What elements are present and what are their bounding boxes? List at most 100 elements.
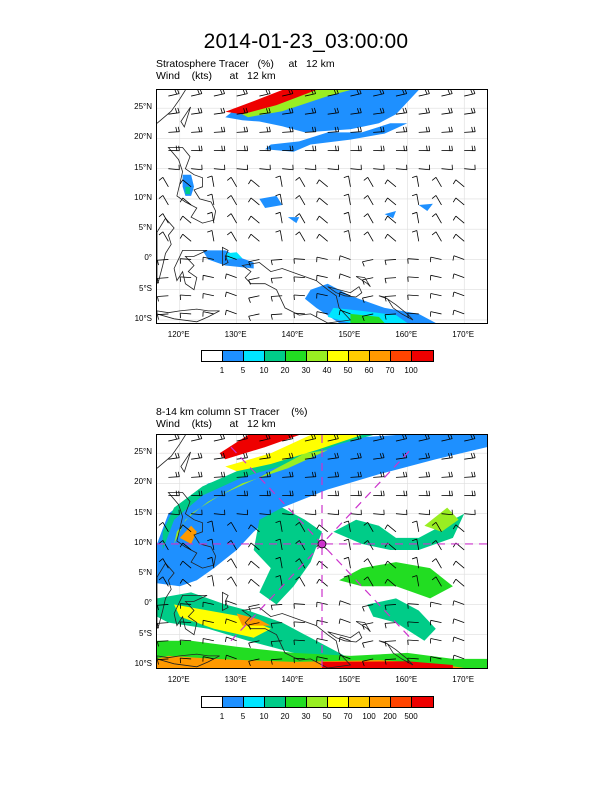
wind-barb-flag: [270, 314, 273, 320]
colorbar-swatch: [306, 696, 329, 708]
wind-barb-staff: [464, 438, 476, 442]
coastline: [173, 250, 208, 291]
wind-barb-flag: [384, 314, 387, 320]
wind-barb-staff: [157, 313, 169, 316]
wind-barb-staff: [464, 112, 476, 115]
wind-barb-flag: [471, 490, 474, 496]
wind-barb-staff: [236, 513, 248, 516]
wind-barb-flag: [207, 211, 213, 215]
wind-barb-staff: [435, 195, 442, 206]
wind-barb-flag: [313, 452, 317, 458]
wind-barb-staff: [387, 524, 397, 533]
wind-barb: [282, 164, 294, 171]
wind-barb: [373, 435, 385, 442]
wind-barb-staff: [213, 168, 225, 171]
tracer-region: [418, 203, 433, 211]
wind-barb-flag: [431, 231, 437, 236]
wind-barb-flag: [452, 273, 455, 279]
wind-barb-staff: [203, 656, 214, 660]
wind-barb: [158, 213, 169, 224]
colorbar-swatch: [264, 696, 287, 708]
wind-barb: [407, 258, 419, 264]
wind-barb-flag: [177, 107, 180, 113]
wind-barb: [282, 471, 294, 478]
wind-barb-flag: [363, 540, 368, 544]
wind-barb: [452, 197, 465, 206]
colorbar-label: 40: [322, 366, 332, 375]
wind-barb-staff: [293, 639, 305, 642]
tracer-region: [367, 598, 436, 641]
wind-barb-staff: [319, 179, 328, 188]
wind-barb-flag: [359, 452, 362, 458]
colorbar-swatch: [306, 350, 329, 362]
coastline: [157, 435, 186, 469]
wind-barb-staff: [430, 656, 442, 660]
colorbar-label: 100: [362, 712, 376, 721]
wind-barb: [227, 213, 238, 224]
wind-barb: [248, 295, 260, 303]
wind-barb: [191, 145, 203, 152]
wind-barb-staff: [373, 513, 385, 516]
wind-barb: [236, 490, 249, 497]
wind-barb: [431, 176, 442, 188]
wind-barb-flag: [452, 600, 455, 606]
wind-barb-staff: [157, 295, 169, 297]
wind-barb-flag: [224, 310, 227, 316]
wind-barb-flag: [338, 600, 341, 606]
wind-barb: [338, 600, 351, 606]
wind-barb: [343, 575, 351, 587]
wind-barb-staff: [348, 230, 351, 242]
wind-barb: [157, 622, 169, 629]
wind-barb-flag: [246, 490, 249, 496]
wind-barb-flag: [245, 452, 248, 458]
wind-barb-flag: [207, 193, 213, 197]
wind-barb-flag: [275, 520, 281, 524]
wind-barb-staff: [367, 522, 374, 533]
wind-barb: [316, 233, 328, 242]
wind-barb: [373, 509, 385, 516]
wind-barb: [407, 657, 419, 664]
wind-barb-flag: [243, 471, 246, 477]
wind-barb-staff: [180, 639, 192, 642]
wind-barb-staff: [367, 177, 374, 188]
wind-barb-staff: [339, 309, 351, 315]
wind-barb-flag: [200, 90, 203, 94]
wind-barb-staff: [191, 457, 203, 460]
wind-barb-staff: [316, 256, 328, 260]
wind-barb-staff: [395, 112, 407, 115]
wind-barb-flag: [291, 90, 294, 94]
wind-barb-staff: [384, 295, 396, 297]
wind-barb-staff: [387, 197, 397, 206]
wind-barb-flag: [292, 490, 294, 496]
wind-barb: [213, 490, 226, 497]
wind-barb: [362, 640, 374, 648]
wind-barb-flag: [431, 521, 437, 526]
coastline: [157, 217, 175, 284]
wind-barb: [338, 255, 351, 261]
wind-barb-staff: [157, 622, 169, 624]
lon-tick-label: 150°E: [338, 330, 361, 339]
wind-barb-staff: [339, 654, 351, 660]
wind-barb: [464, 164, 476, 171]
wind-barb-staff: [367, 576, 374, 587]
lon-tick-label: 120°E: [167, 675, 190, 684]
wind-barb-flag: [357, 108, 360, 114]
wind-barb-flag: [405, 471, 408, 477]
wind-barb-staff: [259, 513, 271, 516]
wind-barb-flag: [451, 490, 453, 496]
wind-barb: [316, 197, 328, 206]
wind-barb-staff: [304, 131, 316, 133]
wind-barb: [248, 560, 260, 569]
wind-barb: [316, 638, 328, 644]
wind-barb: [431, 558, 442, 569]
wind-barb-flag: [405, 490, 408, 496]
wind-barb-staff: [350, 168, 362, 171]
colorbar-label: 50: [322, 712, 332, 721]
wind-barb-flag: [220, 108, 223, 114]
wind-barb: [275, 230, 283, 242]
wind-barb-flag: [275, 538, 281, 542]
tracer-region: [225, 252, 243, 260]
coastline: [378, 295, 414, 321]
wind-barb-staff: [226, 618, 237, 623]
wind-barb-flag: [157, 623, 159, 629]
